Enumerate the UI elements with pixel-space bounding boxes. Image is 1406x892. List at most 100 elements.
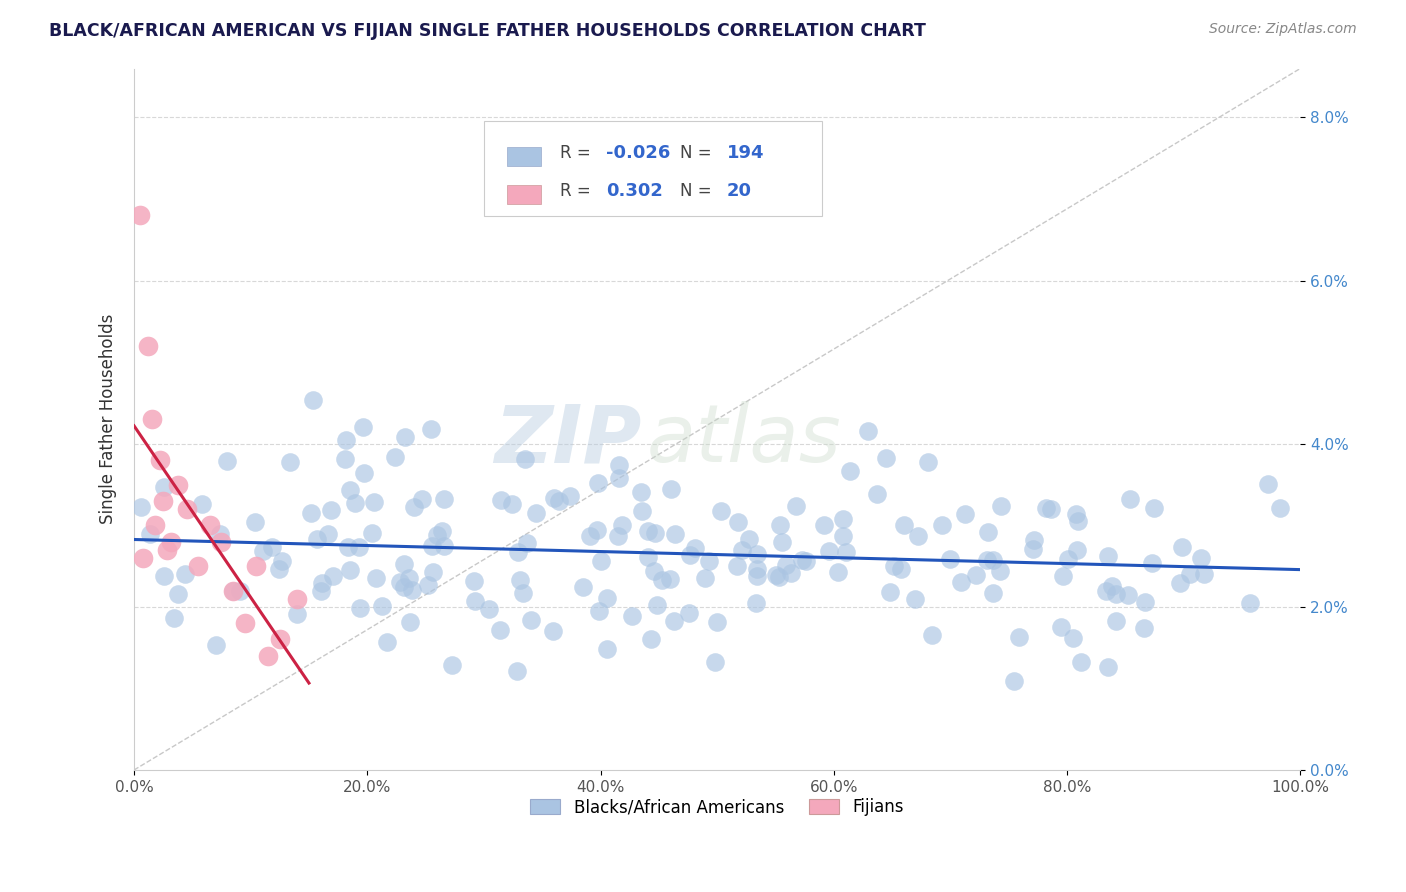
Point (1050, 620, 1073, 634)
Text: R =: R = (560, 144, 596, 161)
Point (167, 587, 190, 601)
Point (505, 664, 527, 678)
Point (588, 604, 610, 618)
Point (643, 564, 665, 578)
Point (143, 518, 166, 533)
Point (311, 576, 333, 591)
Point (215, 454, 238, 468)
Point (769, 518, 792, 533)
Point (637, 524, 659, 539)
Point (1101, 579, 1123, 593)
Point (1189, 551, 1212, 566)
Point (198, 518, 221, 533)
Point (245, 559, 267, 574)
Point (939, 552, 962, 566)
Point (827, 565, 849, 579)
Point (578, 529, 600, 543)
Point (983, 552, 1005, 566)
Point (1056, 552, 1078, 566)
Point (543, 491, 565, 505)
Point (765, 568, 787, 582)
Point (420, 422, 443, 436)
Point (607, 529, 630, 543)
Point (139, 526, 162, 541)
Point (988, 564, 1011, 578)
Point (541, 624, 564, 639)
Point (152, 480, 174, 494)
Point (299, 506, 322, 520)
Point (349, 601, 371, 615)
Point (335, 433, 357, 447)
Point (644, 525, 666, 540)
Point (1116, 588, 1139, 602)
Point (416, 578, 439, 592)
Point (693, 571, 716, 585)
Point (1118, 492, 1140, 507)
Point (1140, 557, 1163, 571)
Point (710, 503, 733, 517)
Point (191, 498, 214, 512)
Y-axis label: Single Father Households: Single Father Households (100, 314, 117, 524)
Point (229, 583, 252, 598)
Point (1052, 569, 1074, 583)
Point (211, 534, 233, 549)
Point (838, 464, 860, 478)
Point (129, 500, 152, 515)
Point (153, 569, 176, 583)
Point (683, 541, 706, 555)
Point (363, 495, 385, 509)
Point (316, 527, 339, 541)
Point (432, 524, 454, 539)
Text: N =: N = (681, 182, 717, 200)
Point (879, 585, 901, 599)
Point (515, 536, 537, 550)
Point (571, 580, 593, 594)
Text: -0.026: -0.026 (606, 144, 671, 161)
Point (976, 552, 998, 566)
Point (269, 562, 291, 576)
Point (411, 491, 433, 506)
Point (1133, 595, 1156, 609)
Text: 194: 194 (727, 144, 763, 161)
Point (433, 492, 456, 507)
Point (205, 638, 228, 652)
Point (1194, 567, 1216, 582)
Point (1132, 621, 1154, 635)
Point (1022, 533, 1045, 547)
FancyBboxPatch shape (508, 185, 541, 203)
Point (1168, 575, 1191, 590)
Point (152, 493, 174, 508)
Point (285, 607, 308, 621)
Point (1097, 660, 1119, 674)
Point (501, 497, 523, 511)
Point (1039, 501, 1062, 516)
Point (388, 574, 411, 589)
FancyBboxPatch shape (484, 121, 823, 216)
Point (464, 594, 486, 608)
Point (558, 489, 581, 503)
Point (856, 424, 879, 438)
Point (607, 458, 630, 472)
Point (832, 512, 855, 526)
Point (160, 534, 183, 549)
Legend: Blacks/African Americans, Fijians: Blacks/African Americans, Fijians (522, 790, 912, 825)
Point (609, 471, 631, 485)
Point (832, 529, 855, 543)
Point (965, 567, 987, 582)
Point (1022, 541, 1045, 556)
Point (278, 455, 301, 469)
Point (745, 547, 768, 561)
Point (1062, 631, 1084, 645)
Point (384, 450, 406, 464)
Point (163, 611, 186, 625)
Text: atlas: atlas (647, 401, 842, 479)
Point (981, 586, 1004, 600)
Point (394, 580, 416, 594)
Point (141, 412, 163, 426)
Point (339, 483, 361, 497)
Point (149, 453, 172, 467)
Point (770, 534, 793, 549)
Point (509, 573, 531, 587)
Point (706, 615, 728, 630)
Point (402, 500, 425, 515)
